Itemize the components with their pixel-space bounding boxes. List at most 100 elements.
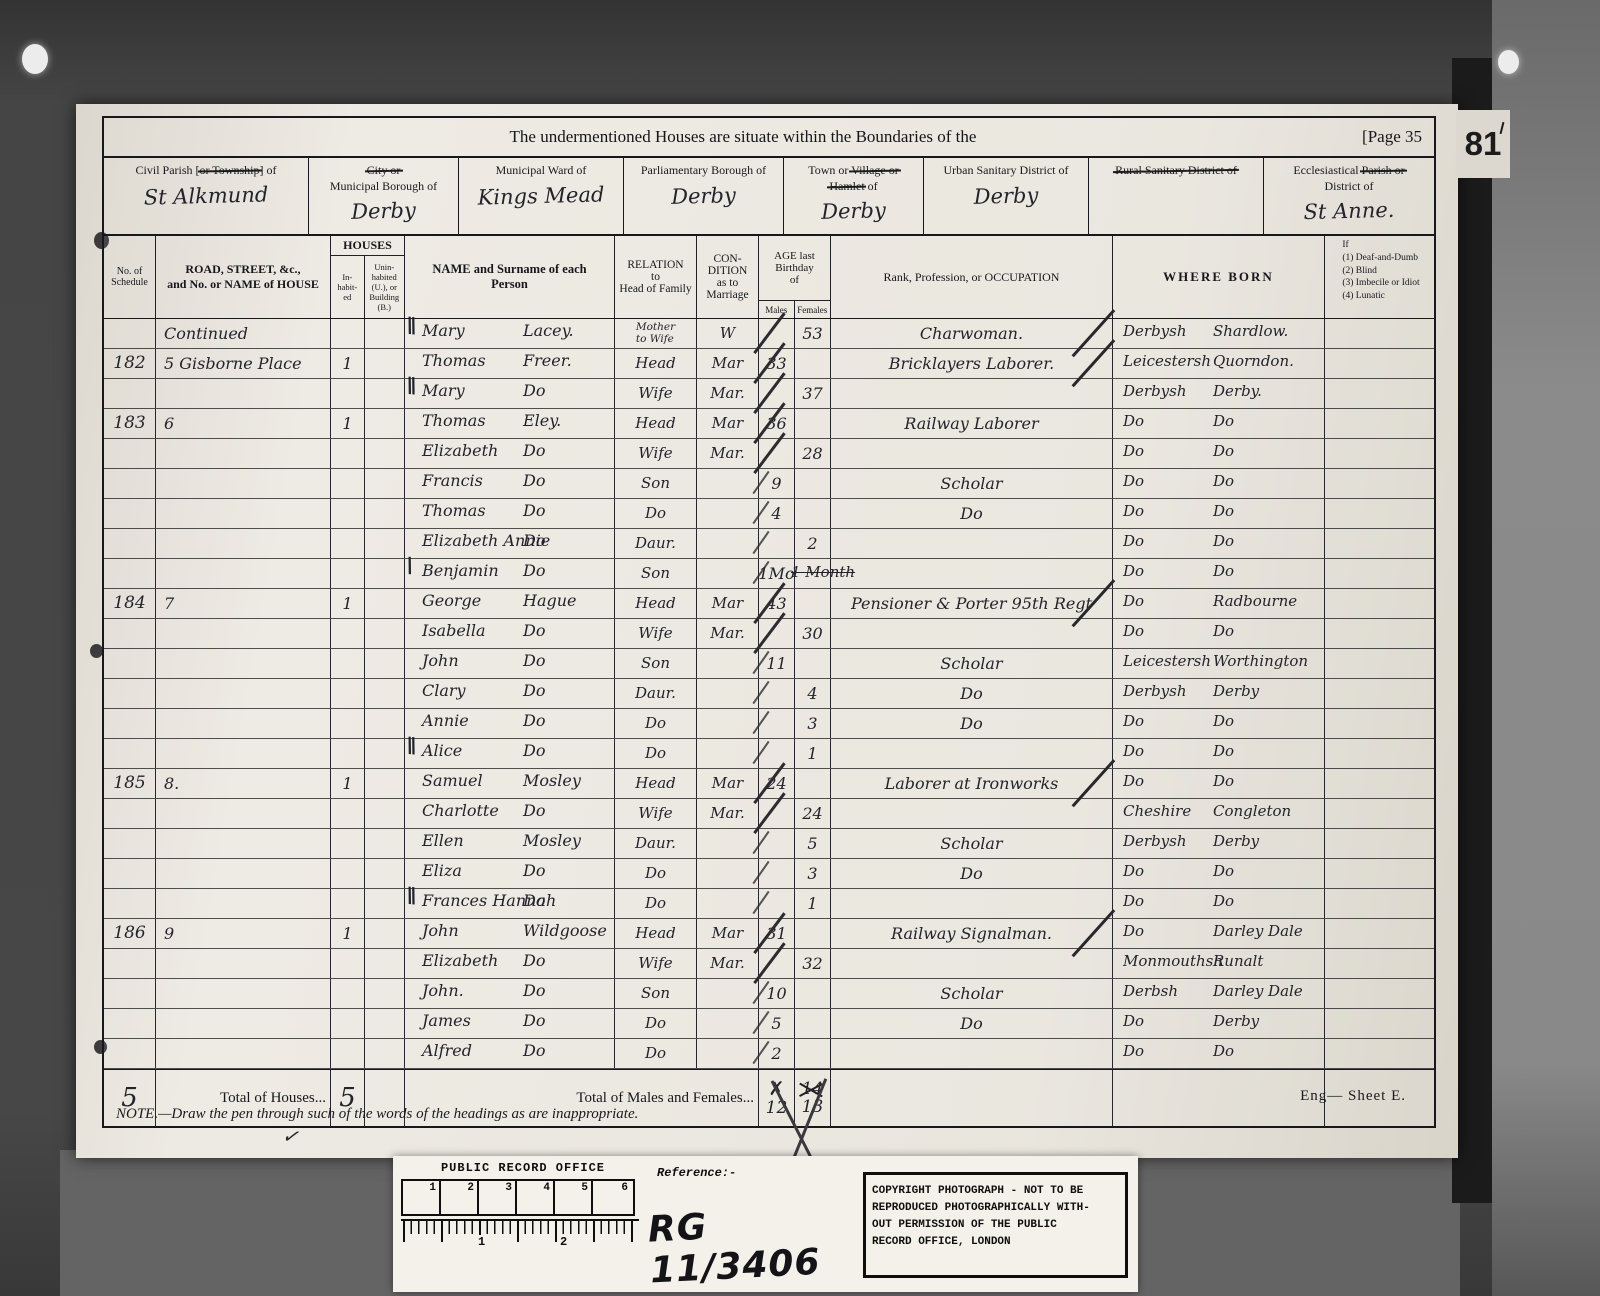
cell-occupation [831, 559, 1113, 588]
born-place: Do [1213, 892, 1235, 910]
cell-uninhabited [365, 379, 405, 408]
cell-inhabited [331, 799, 365, 828]
struck-males-total: ✗ [768, 1077, 785, 1100]
cell-where-born: Derbysh Derby [1113, 679, 1325, 708]
person-given-name: James [422, 1011, 471, 1030]
cell-age-male: 43 [759, 589, 795, 618]
header-field: Ecclesiastical Parish or District of St An… [1264, 158, 1434, 234]
cell-age-female: 2 [795, 529, 831, 558]
cell-road [156, 379, 331, 408]
person-surname: Do [523, 381, 546, 400]
cell-condition: Mar [697, 912, 785, 954]
col-header-houses: HOUSES In- habit- ed Unin- habited (U.),… [331, 236, 405, 318]
person-surname: Do [523, 471, 546, 490]
person-surname: Do [523, 621, 546, 640]
cell-condition [697, 889, 770, 918]
person-given-name: Francis [422, 471, 483, 490]
person-surname: Mosley [523, 831, 581, 850]
person-surname: Do [523, 891, 546, 910]
born-place: Do [1213, 622, 1235, 640]
cell-inhabited [331, 319, 365, 348]
cell-inhabited: 1 [331, 919, 365, 948]
cell-age-male: 1Mo [758, 559, 795, 588]
household-separator-mark: \\ [404, 881, 415, 908]
cell-where-born: Leicestersh Quorndon. [1113, 349, 1325, 378]
cell-condition: Mar [697, 342, 785, 384]
cell-age-male [759, 529, 795, 558]
cell-name: Elizabeth Do [405, 439, 615, 468]
cell-road: 5 Gisborne Place [156, 349, 331, 378]
header-field-value [1089, 181, 1263, 186]
cell-age-male: 9 [759, 469, 795, 498]
males-total-value: 12 [765, 1097, 788, 1118]
table-row: Elizabeth Do Wife Mar. 28 Do Do [104, 432, 1434, 474]
cell-uninhabited [365, 739, 405, 768]
cell-condition: Mar. [697, 792, 785, 834]
copyright-notice: COPYRIGHT PHOTOGRAPH - NOT TO BE REPRODU… [863, 1172, 1128, 1278]
cell-occupation: Railway Laborer [831, 409, 1113, 438]
cell-name: Samuel Mosley [405, 769, 615, 798]
cell-age-male: 4 [759, 499, 795, 528]
born-county: Leicestersh [1123, 652, 1212, 670]
cell-disability [1325, 499, 1434, 528]
cell-schedule [104, 649, 156, 678]
females-total-cell: 14 13 [795, 1070, 831, 1126]
cell-relation: Son [615, 649, 697, 678]
person-surname: Freer. [523, 351, 572, 370]
cell-disability [1325, 319, 1434, 348]
ruler-inch-number: 1 [403, 1181, 441, 1214]
cell-occupation: Scholar [831, 649, 1113, 678]
pen-check-mark: ✓ [280, 1122, 301, 1150]
cell-age-male: 33 [759, 349, 795, 378]
cell-relation: Daur. [615, 529, 697, 558]
cell-schedule: 182 [104, 349, 156, 378]
cell-age-female: 24 [795, 799, 831, 828]
cell-uninhabited [365, 859, 405, 888]
cell-age-female: 28 [795, 439, 831, 468]
cell-relation: Daur. [615, 679, 697, 708]
cell-uninhabited [365, 1039, 405, 1068]
cell-age-male [759, 739, 795, 768]
cell-road [156, 979, 331, 1008]
cell-name: Thomas Do [405, 499, 615, 528]
table-row: 185 8. 1 Samuel Mosley Head Mar 24 Laborer at Ir… [104, 759, 1434, 807]
cell-where-born: Do Do [1113, 529, 1325, 558]
cell-schedule [104, 1039, 156, 1068]
cell-occupation [831, 1039, 1113, 1068]
table-row: Elizabeth Do Wife Mar. 32 Monmouthsh Runalt [104, 942, 1434, 984]
cell-where-born: Do Do [1113, 769, 1325, 798]
born-place: Do [1213, 532, 1235, 550]
header-field: Parliamentary Borough of Derby [624, 158, 784, 234]
cell-road [156, 1039, 331, 1068]
cell-inhabited [331, 859, 365, 888]
cell-disability [1325, 799, 1434, 828]
cell-occupation: Charwoman. [831, 309, 1115, 357]
total-of-houses-label: Total of Houses... [156, 1070, 331, 1126]
cell-road: Continued [156, 319, 331, 348]
person-surname: Do [523, 801, 546, 820]
cell-schedule [104, 319, 156, 348]
cell-where-born: Do Do [1113, 469, 1325, 498]
females-total-value: 13 [801, 1096, 824, 1117]
table-row: Isabella Do Wife Mar. 30 Do Do [104, 612, 1434, 654]
cell-name: \\ Alice Do [405, 732, 615, 768]
cell-disability [1325, 679, 1434, 708]
table-row: Ellen Mosley Daur. 5 Scholar Derbysh Derby [104, 829, 1434, 859]
cell-disability [1325, 529, 1434, 558]
table-row: James Do Do 5 Do Do Derby [104, 1009, 1434, 1039]
cell-occupation [831, 439, 1113, 468]
person-surname: Do [523, 981, 546, 1000]
cell-where-born: Do Do [1113, 859, 1325, 888]
born-place: Darley Dale [1213, 982, 1303, 1000]
household-separator-mark: \\ [404, 371, 415, 398]
person-given-name: Elizabeth [422, 951, 499, 970]
born-county: Do [1123, 532, 1145, 550]
header-field-label: Civil Parish [or Township] of [135, 163, 277, 177]
cell-name: John Do [405, 649, 615, 678]
header-band: Civil Parish [or Township] of St Alkmund C… [104, 158, 1434, 236]
cell-disability [1325, 709, 1434, 738]
totals-empty-cell [365, 1070, 405, 1126]
cell-age-female: 1 Month [791, 559, 855, 588]
cell-condition [697, 979, 770, 1008]
born-county: Cheshire [1123, 802, 1192, 820]
